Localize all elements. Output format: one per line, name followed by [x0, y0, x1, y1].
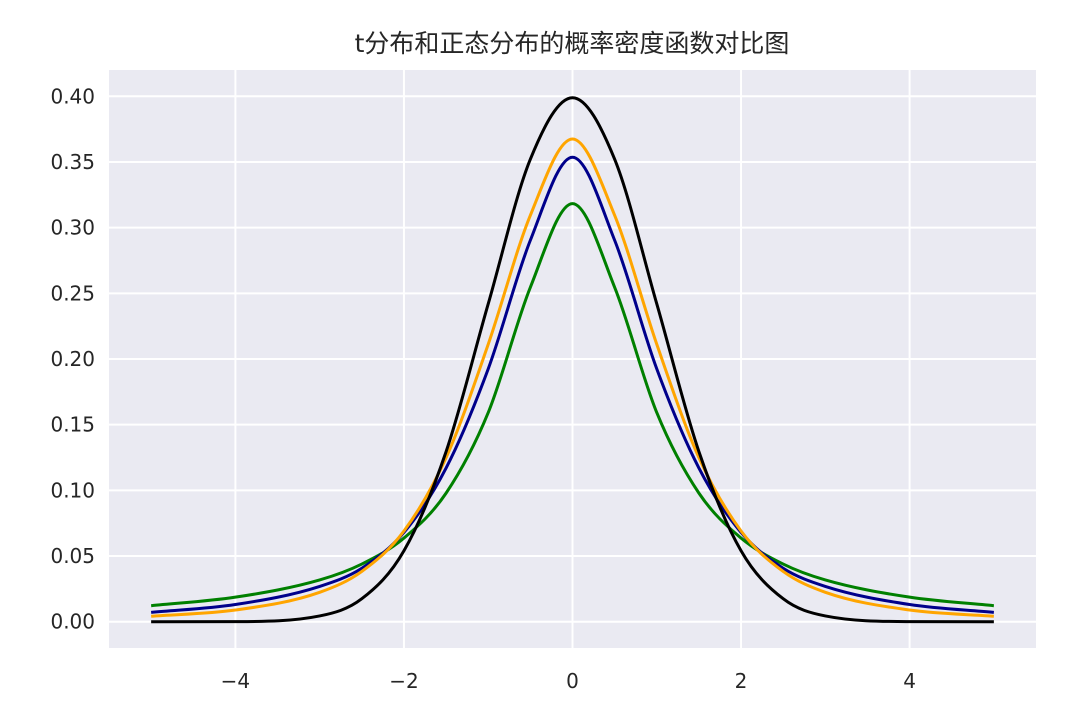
y-tick-label: 0.10 [50, 478, 95, 502]
x-axis-ticks: −4 −2 0 2 4 [221, 669, 916, 693]
y-tick-label: 0.35 [50, 150, 95, 174]
x-tick-label: 4 [903, 669, 916, 693]
series-line-1 [150, 202, 995, 608]
y-tick-label: 0.25 [50, 281, 95, 305]
y-tick-label: 0.00 [50, 610, 95, 634]
series-lines [150, 96, 995, 624]
series-line-2 [151, 155, 994, 614]
x-tick-label: 2 [735, 669, 748, 693]
y-tick-label: 0.15 [50, 413, 95, 437]
y-tick-label: 0.40 [50, 84, 95, 108]
chart-title: t分布和正态分布的概率密度函数对比图 [355, 29, 790, 58]
y-tick-label: 0.20 [50, 347, 95, 371]
x-tick-label: −2 [389, 669, 418, 693]
x-tick-label: 0 [566, 669, 579, 693]
series-line-3 [151, 137, 994, 618]
y-tick-label: 0.30 [50, 216, 95, 240]
y-tick-label: 0.05 [50, 544, 95, 568]
series-line-4 [151, 96, 994, 624]
y-axis-ticks: 0.00 0.05 0.10 0.15 0.20 0.25 0.30 0.35 0.40 [50, 84, 95, 633]
x-tick-label: −4 [221, 669, 250, 693]
